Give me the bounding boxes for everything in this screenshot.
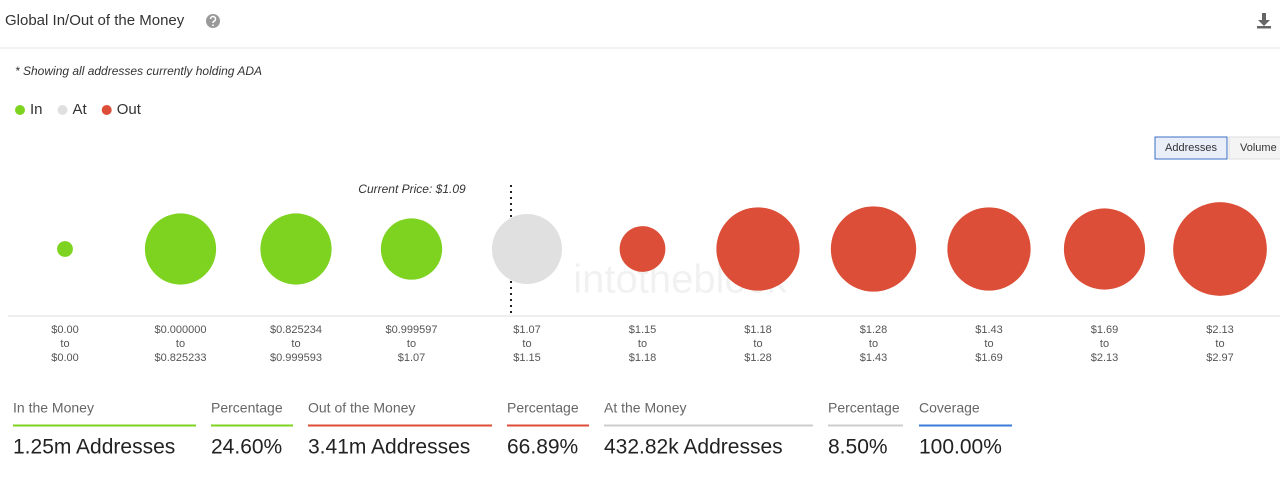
help-icon[interactable] [206,14,220,28]
summary-value: 100.00% [919,436,1002,459]
x-tick-label: to [869,338,878,350]
summary-value: 24.60% [211,436,282,459]
bubble [57,241,73,257]
toggle: Addresses Volume [1154,136,1280,160]
x-tick-label: $1.15 [513,352,541,364]
note: * Showing all addresses currently holdin… [15,64,262,78]
bubble [492,214,562,284]
x-tick-label: $0.999593 [270,352,322,364]
summary-label: Percentage [828,400,900,416]
summary-label: Out of the Money [308,400,415,416]
x-tick-label: $1.43 [860,352,888,364]
x-tick-label: to [291,338,300,350]
summary-value: 66.89% [507,436,578,459]
x-tick-label: to [1215,338,1224,350]
x-tick-label: to [1100,338,1109,350]
legend-label: At [73,101,88,118]
x-tick-label: $0.00 [51,352,79,364]
x-tick-label: to [984,338,993,350]
x-tick-label: $1.69 [1091,324,1119,336]
x-tick-label: to [522,338,531,350]
toggle-label[interactable]: Volume [1240,142,1277,154]
x-tick-label: to [407,338,416,350]
x-tick-label: $1.15 [629,324,657,336]
bubble [1173,202,1267,296]
x-tick-label: $1.69 [975,352,1003,364]
summary-value: 1.25m Addresses [13,436,175,459]
x-tick-label: to [753,338,762,350]
bubble [260,213,332,285]
x-tick-label: $0.825234 [270,324,322,336]
bubble [619,226,666,272]
summary-label: In the Money [13,400,94,416]
summary-value: 432.82k Addresses [604,436,783,459]
x-tick-label: to [638,338,647,350]
x-tick-label: $0.999597 [386,324,438,336]
legend-label: In [30,101,43,118]
summary-label: Coverage [919,400,980,416]
x-tick-label: to [176,338,185,350]
summary-value: 8.50% [828,436,888,459]
bubble [1063,208,1146,290]
x-tick-label: $1.43 [975,324,1003,336]
x-tick-label: to [60,338,69,350]
x-tick-label: $0.825233 [155,352,207,364]
download-icon[interactable] [1257,13,1271,29]
legend-dot [15,105,25,115]
toggle-button[interactable] [1154,136,1228,160]
legend-label: Out [117,101,142,118]
x-tick-label: $1.07 [398,352,426,364]
summary-value: 3.41m Addresses [308,436,470,459]
bubble [947,207,1031,291]
widget-title: Global In/Out of the Money [5,12,185,29]
x-tick-label: $1.07 [513,324,541,336]
toggle-label[interactable]: Addresses [1165,142,1217,154]
summary-label: Percentage [507,400,579,416]
bubble [830,206,917,292]
legend-dot [57,105,68,115]
bubble [716,207,800,291]
annotation: Current Price: $1.09 [358,182,466,196]
bubble [380,218,443,280]
x-tick-label: $1.18 [629,352,657,364]
x-tick-label: $1.18 [744,324,772,336]
summary-label: At the Money [604,400,687,416]
x-tick-label: $1.28 [860,324,888,336]
x-tick-label: $0.00 [51,324,79,336]
bubble [144,213,217,285]
legend-dot [101,105,112,115]
x-tick-label: $2.97 [1206,352,1234,364]
x-tick-label: $1.28 [744,352,772,364]
x-tick-label: $2.13 [1206,324,1234,336]
x-tick-label: $0.000000 [155,324,207,336]
toggle-button[interactable] [1228,136,1280,160]
summary-label: Percentage [211,400,283,416]
x-tick-label: $2.13 [1091,352,1119,364]
